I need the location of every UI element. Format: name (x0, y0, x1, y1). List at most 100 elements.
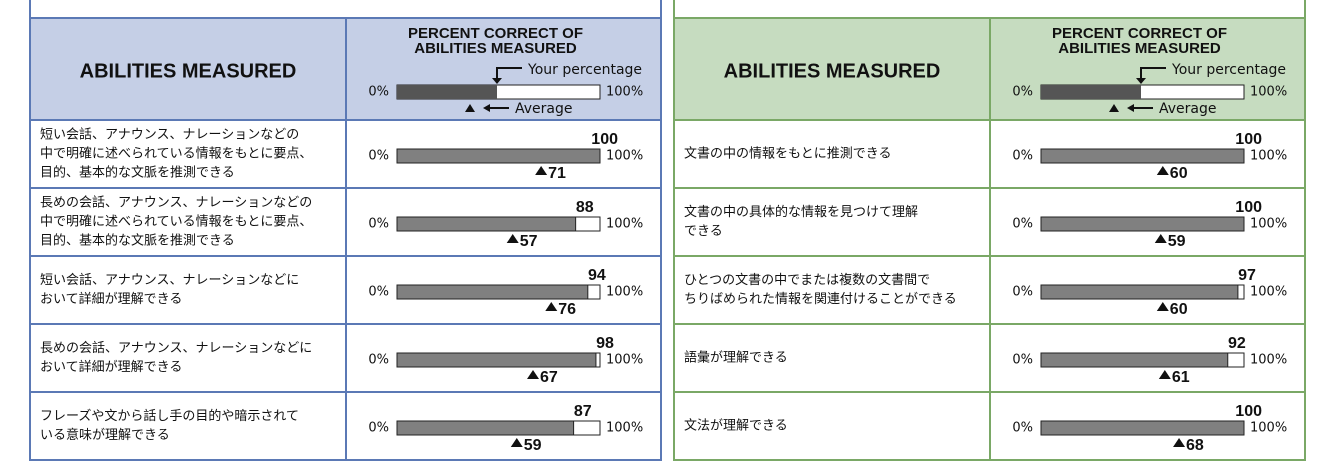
average-marker (527, 370, 540, 379)
score-label: 98 (596, 335, 614, 352)
score-bar (396, 284, 589, 300)
ability-text: おいて詳細が理解できる (40, 359, 182, 375)
ability-text: おいて詳細が理解できる (40, 291, 182, 307)
average-label: 59 (524, 437, 542, 454)
legend-arrow (496, 67, 522, 80)
scale-max: 100% (1250, 353, 1287, 368)
legend-arrow (1140, 67, 1166, 80)
scale-max: 100% (1250, 149, 1287, 164)
ability-text: 語彙が理解できる (684, 350, 788, 366)
scale-max: 100% (606, 285, 643, 300)
average-label: 59 (1168, 233, 1186, 250)
scale-max: 100% (1250, 217, 1287, 232)
score-label: 100 (591, 131, 618, 148)
legend-arrowhead (1136, 78, 1146, 84)
average-marker (1154, 234, 1167, 243)
abilities-title: ABILITIES MEASURED (724, 60, 941, 82)
scale-min: 0% (368, 421, 389, 436)
scale-min: 0% (1012, 285, 1033, 300)
average-label: 71 (548, 165, 566, 182)
average-marker (1173, 438, 1186, 447)
legend-fill (397, 85, 497, 99)
percent-title: PERCENT CORRECT OF (408, 25, 583, 42)
scale-max: 100% (1250, 85, 1287, 100)
legend-your: Your percentage (1171, 62, 1286, 78)
score-label: 97 (1238, 267, 1256, 284)
average-label: 61 (1172, 369, 1190, 386)
scale-max: 100% (606, 353, 643, 368)
legend-average: Average (515, 101, 573, 117)
average-marker (545, 302, 558, 311)
legend-your: Your percentage (527, 62, 642, 78)
score-label: 100 (1235, 131, 1262, 148)
average-marker (506, 234, 519, 243)
abilities-title: ABILITIES MEASURED (80, 60, 297, 82)
average-label: 60 (1170, 301, 1188, 318)
percent-title: ABILITIES MEASURED (1058, 40, 1221, 57)
average-marker (1156, 166, 1169, 175)
ability-text: 文法が理解できる (684, 419, 788, 434)
average-label: 67 (540, 369, 558, 386)
score-bar (396, 148, 601, 164)
average-marker (510, 438, 523, 447)
ability-text: 長めの会話、アナウンス、ナレーションなどの (40, 195, 312, 211)
scale-max: 100% (606, 85, 643, 100)
ability-text: 長めの会話、アナウンス、ナレーションなどに (40, 340, 312, 356)
top-box (29, 0, 662, 19)
scale-max: 100% (1250, 421, 1287, 436)
scale-min: 0% (368, 285, 389, 300)
scale-min: 0% (1012, 421, 1033, 436)
percent-title: PERCENT CORRECT OF (1052, 25, 1227, 42)
score-bar (1040, 216, 1245, 232)
ability-text: いる意味が理解できる (40, 427, 170, 443)
legend-arrowhead (492, 78, 502, 84)
ability-text: フレーズや文から話し手の目的や暗示されて (40, 408, 299, 424)
row-bg (29, 391, 662, 461)
scale-max: 100% (1250, 285, 1287, 300)
scale-min: 0% (1012, 85, 1033, 100)
ability-text: ひとつの文書の中でまたは複数の文書間で (684, 272, 930, 288)
row-bg (673, 391, 1306, 461)
scale-min: 0% (1012, 217, 1033, 232)
ability-text: できる (684, 224, 723, 239)
legend-triangle (1109, 104, 1119, 112)
average-marker (1156, 302, 1169, 311)
ability-text: 中で明確に述べられている情報をもとに要点、 (40, 214, 312, 230)
score-label: 94 (588, 267, 606, 284)
score-label: 100 (1235, 199, 1262, 216)
scale-max: 100% (606, 421, 643, 436)
ability-text: ちりばめられた情報を関連付けることができる (684, 292, 957, 307)
ability-text: 目的、基本的な文脈を推測できる (40, 233, 235, 249)
ability-text: 文書の中の具体的な情報を見つけて理解 (684, 204, 918, 220)
score-label: 92 (1228, 335, 1246, 352)
scale-min: 0% (368, 353, 389, 368)
legend-average: Average (1159, 101, 1217, 117)
score-label: 88 (576, 199, 594, 216)
average-marker (1158, 370, 1171, 379)
average-label: 68 (1186, 437, 1204, 454)
scale-min: 0% (368, 85, 389, 100)
top-box (673, 0, 1306, 19)
score-bar (396, 216, 577, 232)
legend-fill (1041, 85, 1141, 99)
scale-min: 0% (368, 217, 389, 232)
legend-arrowhead2 (1127, 104, 1134, 112)
score-bar (1040, 420, 1245, 436)
ability-text: 短い会話、アナウンス、ナレーションなどに (40, 272, 299, 288)
scale-max: 100% (606, 217, 643, 232)
ability-text: 文書の中の情報をもとに推測できる (684, 147, 891, 162)
ability-text: 目的、基本的な文脈を推測できる (40, 165, 235, 181)
ability-text: 短い会話、アナウンス、ナレーションなどの (40, 127, 299, 143)
score-bar (1040, 352, 1229, 368)
average-label: 60 (1170, 165, 1188, 182)
percent-title: ABILITIES MEASURED (414, 40, 577, 57)
score-bar (396, 352, 597, 368)
average-marker (535, 166, 548, 175)
scale-max: 100% (606, 149, 643, 164)
legend-arrowhead2 (483, 104, 490, 112)
legend-triangle (465, 104, 475, 112)
scale-min: 0% (1012, 149, 1033, 164)
average-label: 76 (558, 301, 576, 318)
ability-text: 中で明確に述べられている情報をもとに要点、 (40, 146, 312, 162)
